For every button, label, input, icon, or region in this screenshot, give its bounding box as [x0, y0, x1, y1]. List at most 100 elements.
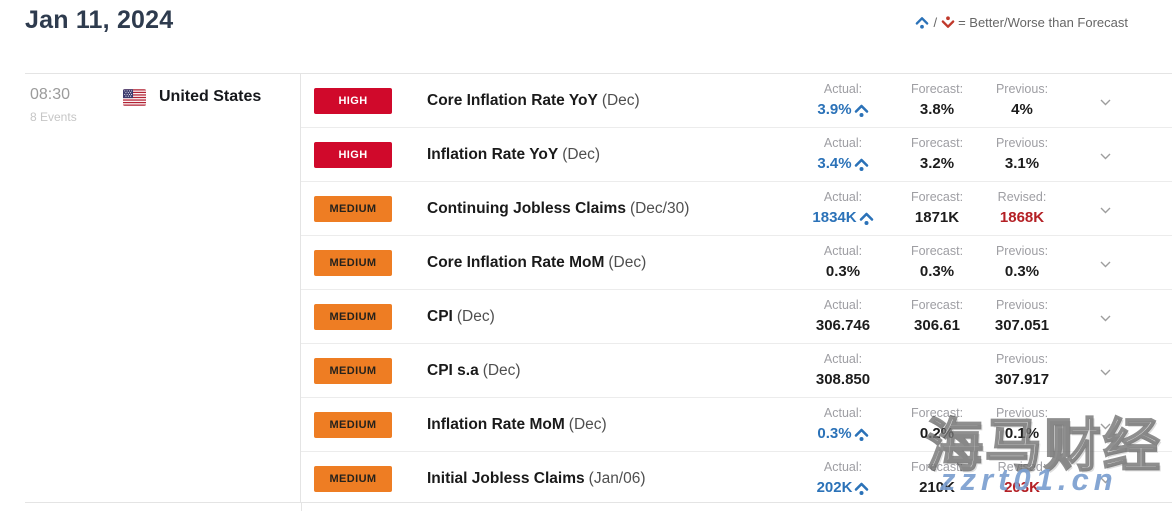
importance-badge: MEDIUM	[314, 196, 392, 222]
forecast-cell: Forecast: 1871K	[877, 189, 997, 229]
actual-label: Actual:	[823, 460, 863, 474]
previous-label: Previous:	[995, 298, 1049, 312]
importance-badge: MEDIUM	[314, 250, 392, 276]
better-than-forecast-icon	[854, 426, 869, 441]
event-title[interactable]: Inflation Rate MoM (Dec)	[427, 416, 607, 433]
event-row[interactable]: HIGH Inflation Rate YoY (Dec) Actual: 3.4…	[301, 128, 1172, 182]
forecast-cell: Forecast: 3.8%	[877, 81, 997, 121]
revised-value: 203K	[1004, 479, 1040, 496]
actual-label: Actual:	[823, 298, 863, 312]
event-title[interactable]: CPI s.a (Dec)	[427, 362, 521, 379]
revised-cell: Revised: 203K	[962, 459, 1082, 499]
previous-cell: Previous: 0.3%	[962, 243, 1082, 283]
us-flag-icon	[123, 88, 146, 106]
previous-label: Previous:	[995, 406, 1049, 420]
previous-cell: Previous: 0.1%	[962, 405, 1082, 445]
forecast-cell: Forecast: 306.61	[877, 297, 997, 337]
chevron-down-icon[interactable]	[1096, 149, 1114, 163]
actual-value: 3.4%	[817, 155, 852, 172]
forecast-cell: Forecast: 0.2%	[877, 405, 997, 445]
previous-value: 0.3%	[1004, 263, 1040, 280]
event-row[interactable]: HIGH Core Inflation Rate YoY (Dec) Actual…	[301, 74, 1172, 128]
importance-badge: MEDIUM	[314, 358, 392, 384]
actual-value: 306.746	[815, 317, 871, 334]
event-row[interactable]: MEDIUM CPI s.a (Dec) Actual: 308.850 Prev…	[301, 344, 1172, 398]
previous-value: 4%	[1011, 101, 1033, 118]
economic-calendar: 08:30 8 Events	[25, 73, 1172, 503]
forecast-cell: Forecast: 210K	[877, 459, 997, 499]
previous-value: 307.917	[994, 371, 1050, 388]
actual-label: Actual:	[823, 406, 863, 420]
revised-value: 1868K	[999, 209, 1045, 226]
actual-value: 1834K	[812, 209, 857, 226]
chevron-down-icon[interactable]	[1096, 95, 1114, 109]
actual-value: 308.850	[815, 371, 871, 388]
event-title[interactable]: Core Inflation Rate YoY (Dec)	[427, 92, 640, 109]
forecast-label: Forecast:	[910, 460, 964, 474]
chevron-down-icon[interactable]	[1096, 419, 1114, 433]
event-title[interactable]: Core Inflation Rate MoM (Dec)	[427, 254, 647, 271]
forecast-value: 306.61	[914, 317, 960, 334]
actual-cell: Actual: 306.746	[783, 297, 903, 337]
event-row[interactable]: MEDIUM Core Inflation Rate MoM (Dec) Actu…	[301, 236, 1172, 290]
panel-divider	[301, 503, 302, 511]
worse-than-forecast-icon	[941, 15, 955, 29]
previous-cell: Previous: 307.917	[962, 351, 1082, 391]
forecast-cell: Forecast: 0.3%	[877, 243, 997, 283]
importance-badge: HIGH	[314, 88, 392, 114]
actual-cell: Actual: 308.850	[783, 351, 903, 391]
revised-cell: Revised: 1868K	[962, 189, 1082, 229]
forecast-label: Forecast:	[910, 244, 964, 258]
events-count: 8 Events	[30, 110, 77, 124]
better-than-forecast-icon	[854, 480, 869, 495]
previous-label: Previous:	[995, 352, 1049, 366]
day-group-panel: 08:30 8 Events	[25, 74, 301, 502]
better-than-forecast-icon	[915, 16, 929, 29]
event-row[interactable]: MEDIUM CPI (Dec) Actual: 306.746 Forecast…	[301, 290, 1172, 344]
actual-label: Actual:	[823, 190, 863, 204]
event-title[interactable]: Inflation Rate YoY (Dec)	[427, 146, 601, 163]
actual-label: Actual:	[823, 136, 863, 150]
actual-label: Actual:	[823, 244, 863, 258]
event-row[interactable]: MEDIUM Inflation Rate MoM (Dec) Actual: 0…	[301, 398, 1172, 452]
previous-label: Previous:	[995, 136, 1049, 150]
previous-value: 3.1%	[1004, 155, 1040, 172]
forecast-label: Forecast:	[910, 136, 964, 150]
actual-cell: Actual: 0.3%	[783, 243, 903, 283]
event-row[interactable]: MEDIUM Continuing Jobless Claims (Dec/30)…	[301, 182, 1172, 236]
previous-cell: Previous: 4%	[962, 81, 1082, 121]
chevron-down-icon[interactable]	[1096, 203, 1114, 217]
actual-label: Actual:	[823, 352, 863, 366]
better-than-forecast-icon	[859, 210, 874, 225]
chevron-down-icon[interactable]	[1096, 473, 1114, 487]
actual-cell: Actual: 3.4%	[783, 135, 903, 175]
event-rows: HIGH Core Inflation Rate YoY (Dec) Actual…	[301, 74, 1172, 502]
chevron-down-icon[interactable]	[1096, 311, 1114, 325]
actual-cell: Actual: 0.3%	[783, 405, 903, 445]
forecast-value: 3.8%	[919, 101, 955, 118]
actual-value: 3.9%	[817, 101, 852, 118]
legend-separator: /	[933, 14, 938, 30]
country-header[interactable]: United States	[123, 88, 261, 106]
event-title[interactable]: Continuing Jobless Claims (Dec/30)	[427, 200, 690, 217]
previous-value: 0.1%	[1004, 425, 1040, 442]
actual-value: 0.3%	[817, 425, 852, 442]
chevron-down-icon[interactable]	[1096, 365, 1114, 379]
event-row[interactable]: MEDIUM Initial Jobless Claims (Jan/06) Ac…	[301, 452, 1172, 506]
importance-badge: MEDIUM	[314, 412, 392, 438]
forecast-value: 210K	[919, 479, 955, 496]
actual-cell: Actual: 3.9%	[783, 81, 903, 121]
previous-label: Previous:	[995, 82, 1049, 96]
event-title[interactable]: CPI (Dec)	[427, 308, 495, 325]
forecast-cell: Forecast: 3.2%	[877, 135, 997, 175]
event-title[interactable]: Initial Jobless Claims (Jan/06)	[427, 470, 646, 487]
forecast-value: 1871K	[914, 209, 960, 226]
previous-value: 307.051	[994, 317, 1050, 334]
previous-cell: Previous: 307.051	[962, 297, 1082, 337]
importance-badge: MEDIUM	[314, 466, 392, 492]
forecast-value: 3.2%	[919, 155, 955, 172]
chevron-down-icon[interactable]	[1096, 257, 1114, 271]
legend-text: = Better/Worse than Forecast	[958, 14, 1128, 30]
importance-badge: HIGH	[314, 142, 392, 168]
forecast-label: Forecast:	[910, 298, 964, 312]
